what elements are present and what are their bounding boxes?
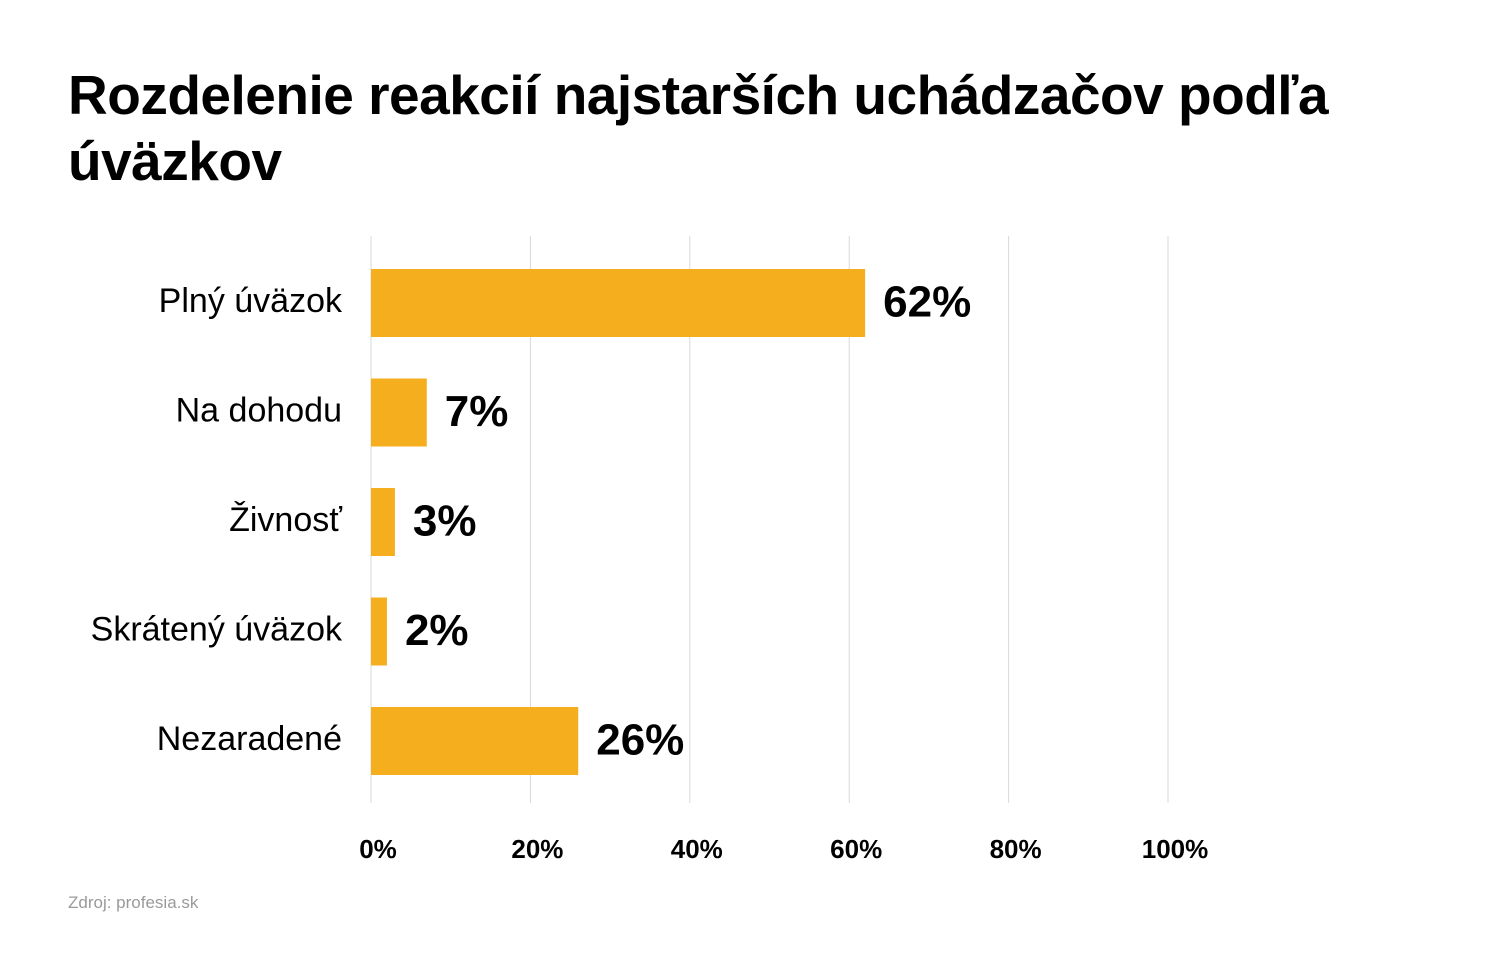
value-label: 62% xyxy=(883,278,971,327)
bar xyxy=(371,378,427,447)
category-label: Živnosť xyxy=(229,501,343,539)
value-label: 26% xyxy=(596,716,684,765)
x-axis-tick-labels: 0% 20% 40% 60% 80% 100% xyxy=(359,834,1208,864)
value-label: 3% xyxy=(413,497,477,546)
bar xyxy=(371,269,866,337)
value-label: 7% xyxy=(445,387,509,436)
category-label: Plný úväzok xyxy=(159,282,343,320)
bar xyxy=(371,707,579,775)
x-tick-label: 0% xyxy=(359,834,397,864)
value-label: 2% xyxy=(405,606,469,655)
bars xyxy=(371,269,866,775)
x-tick-label: 60% xyxy=(830,834,882,864)
x-tick-label: 100% xyxy=(1142,834,1209,864)
category-label: Na dohodu xyxy=(176,391,342,429)
bar xyxy=(371,597,387,666)
category-label: Nezaradené xyxy=(157,720,342,758)
bar xyxy=(371,488,395,556)
category-labels: Plný úväzok Na dohodu Živnosť Skrátený úväz… xyxy=(91,282,344,758)
source-note: Zdroj: profesia.sk xyxy=(68,893,199,912)
value-labels: 62% 7% 3% 2% 26% xyxy=(405,278,971,765)
x-tick-label: 80% xyxy=(990,834,1042,864)
x-tick-label: 40% xyxy=(671,834,723,864)
category-label: Skrátený úväzok xyxy=(91,610,343,648)
x-tick-label: 20% xyxy=(511,834,563,864)
chart-title: Rozdelenie reakcií najstarších uchádzačo… xyxy=(68,64,1329,192)
